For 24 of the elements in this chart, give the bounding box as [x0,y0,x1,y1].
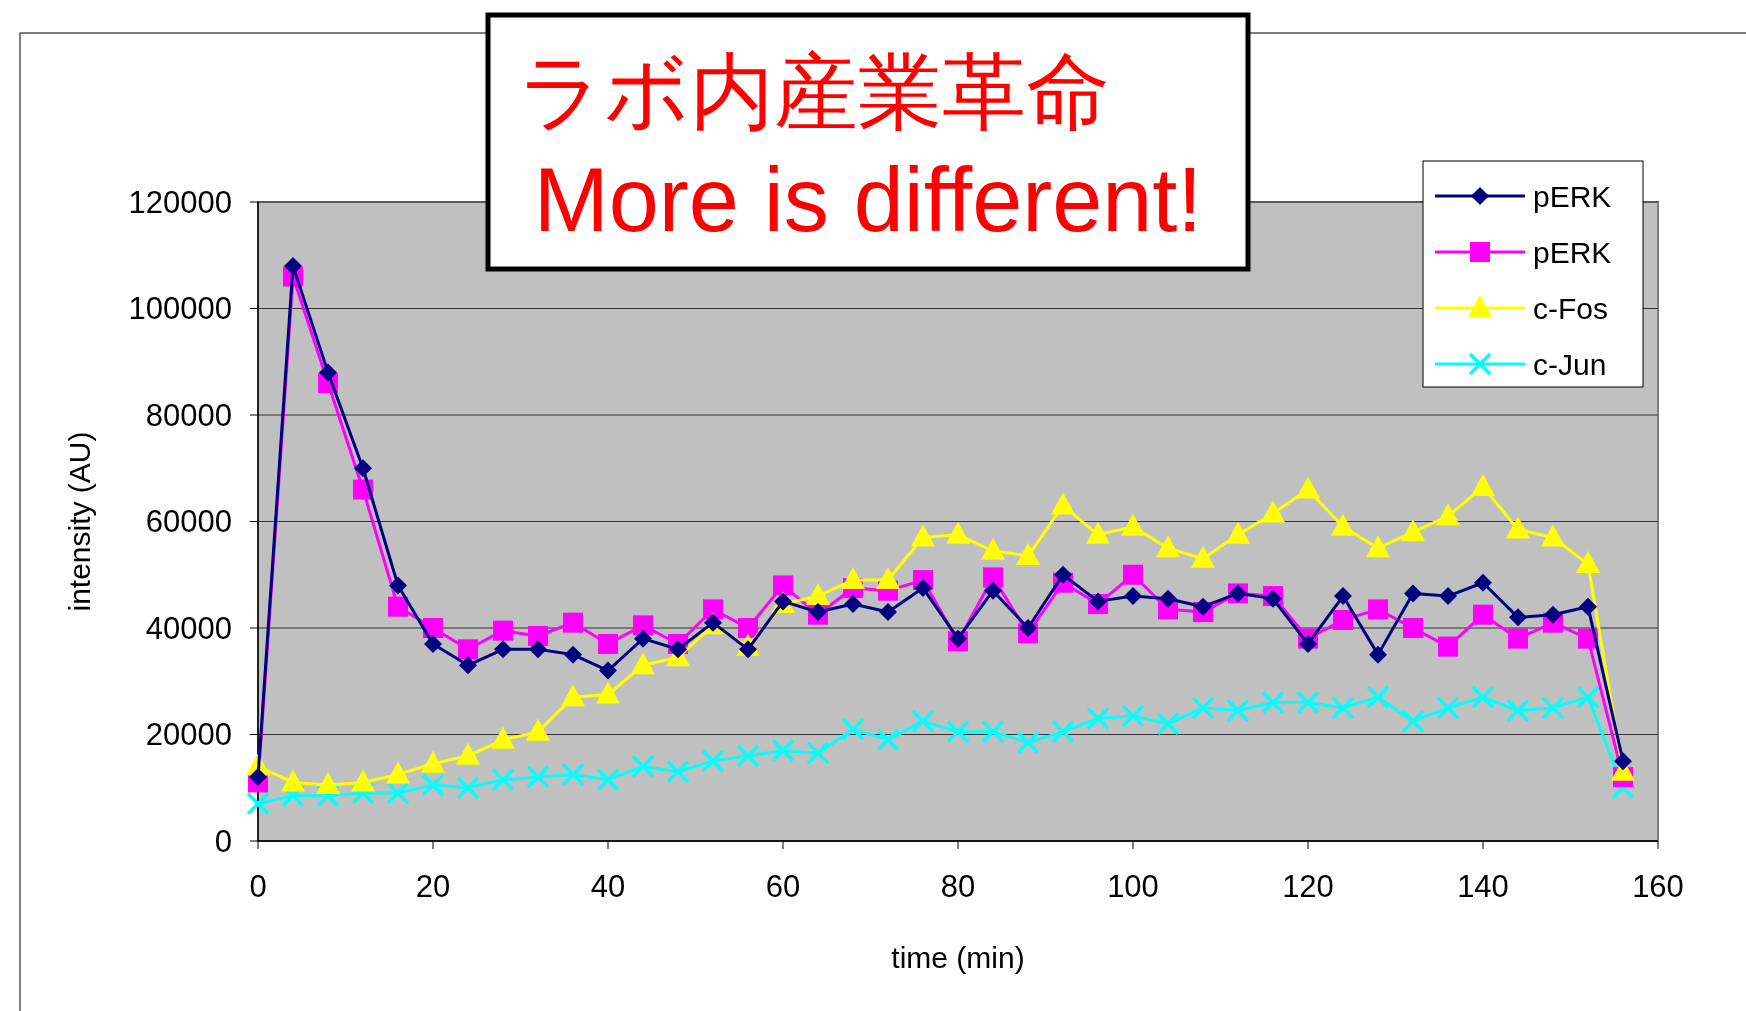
legend-label: pERK [1533,179,1612,213]
y-tick-label: 100000 [128,291,232,327]
y-tick-label: 20000 [145,717,232,753]
chart-title: ラボ内産業革命 [518,43,1110,141]
x-tick-label: 0 [249,869,267,904]
y-tick-label: 80000 [145,397,232,433]
x-tick-label: 140 [1457,869,1509,904]
x-tick-label: 80 [940,869,976,904]
y-tick-label: 40000 [145,610,232,646]
y-tick-label: 0 [214,823,232,859]
y-axis-title: intensity (AU) [63,431,96,612]
legend-label: c-Jun [1533,347,1607,381]
y-tick-label: 120000 [128,184,232,220]
x-tick-label: 60 [765,869,801,904]
y-tick-label: 60000 [145,504,232,540]
x-tick-label: 20 [415,869,451,904]
x-tick-label: 100 [1107,869,1159,904]
x-tick-label: 160 [1632,869,1684,904]
legend-label: c-Fos [1533,291,1608,325]
x-tick-label: 120 [1282,869,1334,904]
x-tick-label: 40 [590,869,626,904]
chart-subtitle: More is different! [533,150,1203,250]
legend-label: pERK [1533,235,1612,269]
x-axis-title: time (min) [891,941,1025,974]
